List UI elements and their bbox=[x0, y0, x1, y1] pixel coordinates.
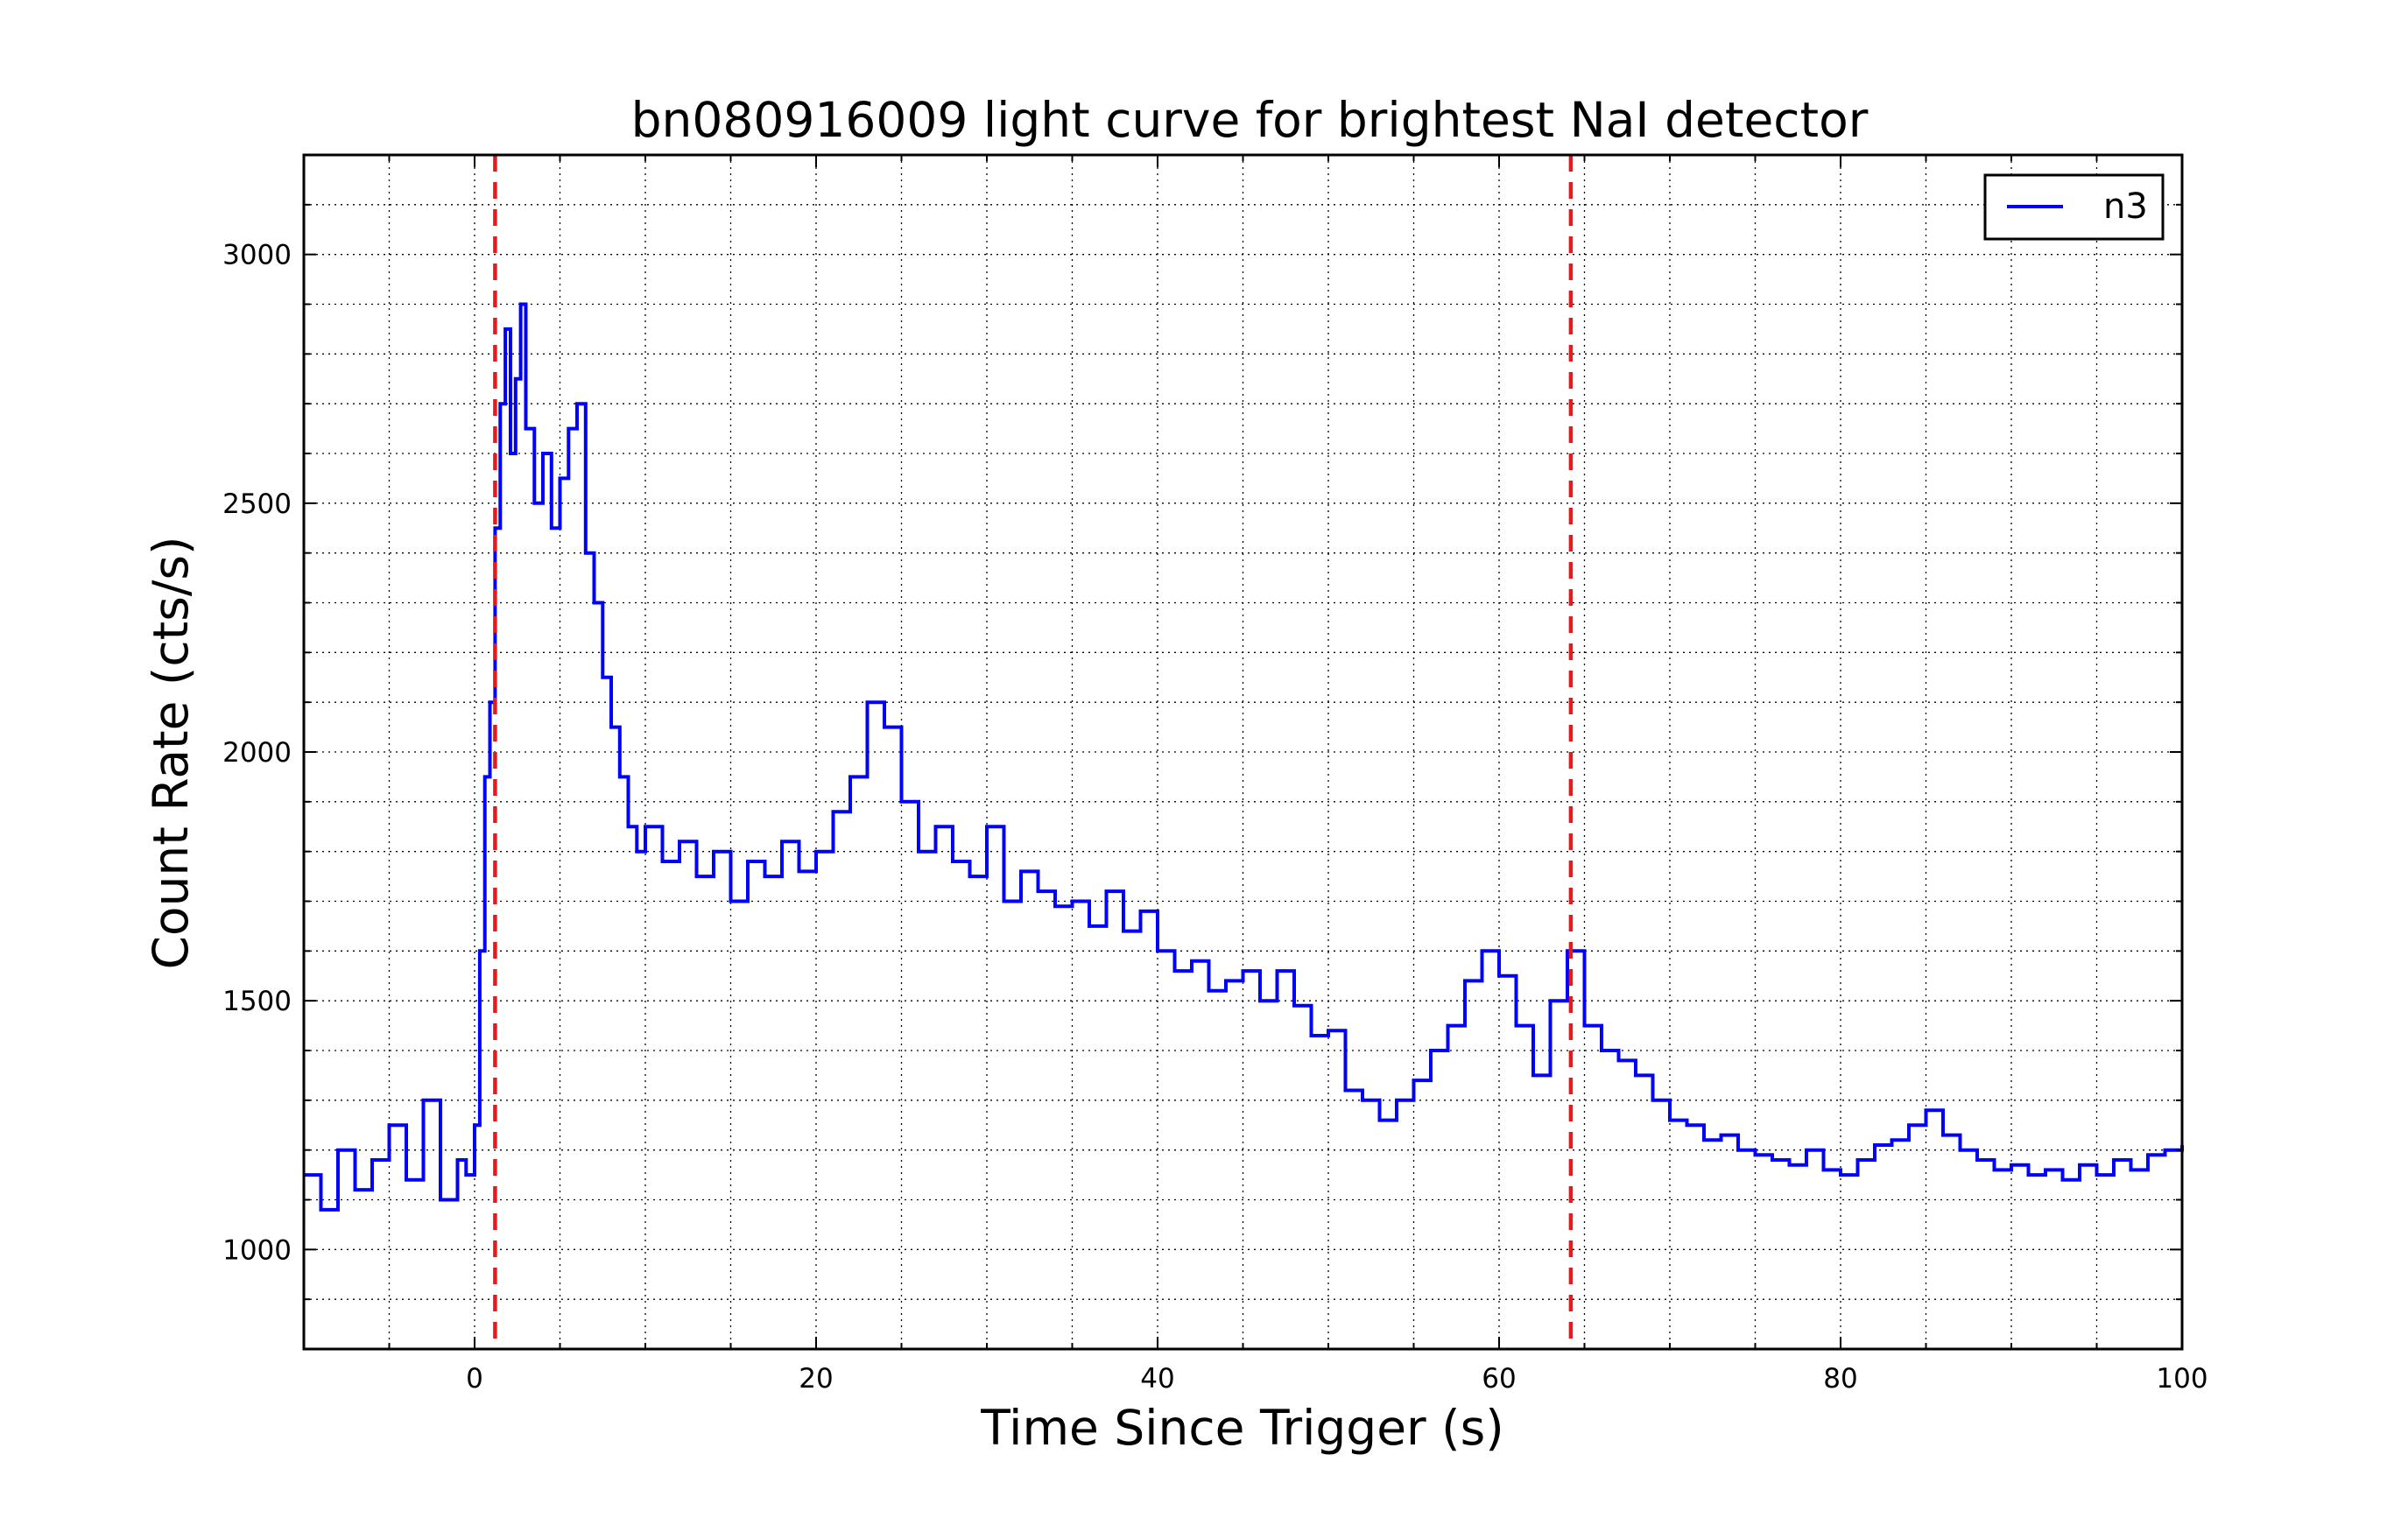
axis-ticks: 0 20 40 60 80 100 1000 1500 2000 2500 3000 bbox=[222, 155, 2208, 1395]
x-tick-label: 0 bbox=[466, 1363, 483, 1395]
grid bbox=[304, 155, 2182, 1349]
y-tick-label: 2500 bbox=[222, 488, 292, 520]
legend-label: n3 bbox=[2103, 186, 2148, 227]
y-tick-label: 1000 bbox=[222, 1234, 292, 1266]
y-tick-label: 1500 bbox=[222, 986, 292, 1017]
x-axis-title: Time Since Trigger (s) bbox=[980, 1400, 1503, 1456]
y-axis-title: Count Rate (cts/s) bbox=[143, 537, 199, 970]
x-tick-label: 100 bbox=[2156, 1363, 2207, 1395]
y-tick-label: 3000 bbox=[222, 240, 292, 271]
x-tick-label: 20 bbox=[799, 1363, 833, 1395]
y-tick-label: 2000 bbox=[222, 737, 292, 769]
x-tick-label: 80 bbox=[1823, 1363, 1857, 1395]
marker-lines bbox=[493, 155, 1574, 1349]
series-line-n3 bbox=[304, 302, 2184, 1212]
x-tick-label: 60 bbox=[1482, 1363, 1516, 1395]
chart-title: bn080916009 light curve for brightest Na… bbox=[631, 92, 1869, 148]
x-tick-label: 40 bbox=[1140, 1363, 1174, 1395]
legend: n3 bbox=[1983, 173, 2165, 241]
series-layer bbox=[304, 302, 2184, 1212]
